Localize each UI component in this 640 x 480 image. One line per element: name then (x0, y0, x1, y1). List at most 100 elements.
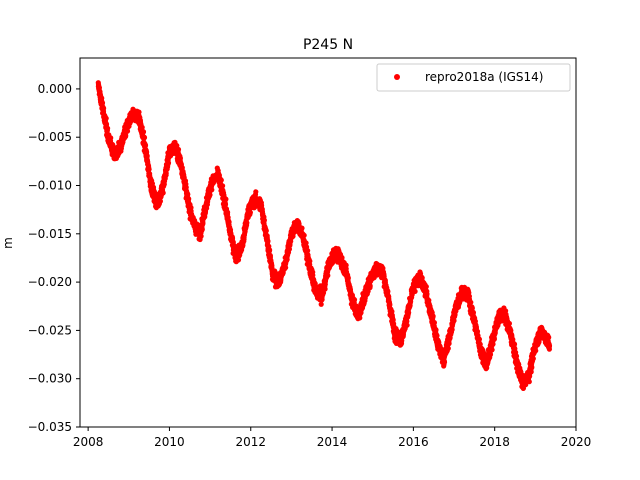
data-point (177, 155, 183, 161)
data-point (305, 248, 311, 254)
y-tick-label: 0.000 (38, 82, 72, 96)
data-point (339, 255, 345, 261)
data-point (225, 209, 231, 215)
chart-title: P245 N (303, 37, 353, 53)
legend: repro2018a (IGS14) (376, 63, 571, 92)
legend-marker (394, 74, 400, 80)
x-tick-label: 2018 (479, 435, 510, 449)
data-point (141, 134, 148, 141)
data-point (419, 275, 425, 281)
data-point (103, 115, 109, 121)
data-point (546, 343, 553, 349)
data-point (99, 100, 106, 106)
data-point (511, 341, 518, 347)
data-point (265, 238, 271, 245)
data-point (136, 109, 142, 115)
y-tick-label: −0.035 (28, 420, 72, 434)
data-point (380, 265, 386, 271)
data-point (267, 247, 273, 253)
data-point (318, 301, 324, 307)
data-point (299, 225, 305, 231)
data-point (283, 265, 289, 271)
data-point (528, 369, 534, 375)
x-tick-label: 2010 (154, 435, 185, 449)
data-point (446, 340, 452, 347)
data-point (506, 320, 512, 327)
data-point (434, 333, 440, 339)
y-tick-label: −0.005 (28, 130, 72, 144)
data-point (445, 345, 451, 351)
data-point (163, 170, 169, 176)
data-point (491, 336, 497, 342)
data-point (319, 296, 325, 303)
x-tick-label: 2008 (73, 435, 104, 449)
data-point (105, 125, 111, 131)
data-point (253, 189, 259, 195)
data-point (261, 217, 267, 223)
data-point (199, 226, 205, 232)
data-point (529, 364, 535, 371)
data-point (144, 153, 150, 159)
data-point (157, 198, 163, 204)
axes: 2008 2010 2012 2014 2016 2018 2020 0.000 −0.005 −… (28, 57, 592, 449)
data-point (322, 286, 328, 292)
x-tick-label: 2012 (235, 435, 266, 449)
data-point (526, 379, 532, 385)
data-point (207, 192, 213, 198)
data-point (307, 258, 313, 264)
data-point (142, 142, 149, 148)
data-point (144, 149, 150, 155)
data-point (186, 196, 192, 202)
data-point (99, 95, 105, 101)
data-point (226, 219, 232, 225)
data-point (175, 146, 182, 153)
data-point (367, 283, 373, 289)
data-point (301, 232, 307, 238)
data-point (124, 128, 131, 134)
data-point (476, 336, 482, 342)
data-point (513, 353, 520, 359)
data-point (325, 272, 331, 279)
data-point (185, 191, 191, 197)
data-point (108, 135, 114, 141)
data-point (468, 299, 474, 305)
data-point (433, 327, 439, 333)
data-point (303, 240, 309, 246)
y-tick-label: −0.010 (28, 179, 72, 193)
legend-box (376, 63, 571, 92)
data-point (487, 351, 494, 358)
data-point (247, 209, 253, 215)
data-point (406, 310, 412, 316)
data-point (469, 305, 475, 311)
data-point (441, 359, 448, 365)
data-point (423, 284, 429, 290)
x-tick-label: 2016 (398, 435, 429, 449)
data-point (222, 201, 229, 208)
data-point (345, 275, 351, 281)
y-tick-label: −0.020 (28, 275, 72, 289)
data-point (284, 257, 290, 263)
data-point (218, 177, 224, 183)
data-point (263, 228, 269, 234)
data-point (123, 132, 129, 138)
data-point (351, 297, 358, 303)
data-point (451, 317, 457, 324)
data-point (223, 196, 229, 202)
data-point (385, 289, 391, 295)
y-axis-label: m (1, 237, 15, 249)
data-point (390, 317, 396, 323)
x-tick-label: 2020 (561, 435, 592, 449)
data-point (530, 356, 536, 362)
data-point (200, 220, 206, 226)
data-point (412, 288, 418, 294)
data-point (470, 310, 476, 316)
data-point (404, 318, 410, 324)
data-point (474, 328, 481, 335)
data-point (209, 187, 215, 193)
data-point (404, 322, 410, 328)
y-tick-label: −0.030 (28, 372, 72, 386)
data-point (198, 233, 204, 239)
x-tick-label: 2014 (317, 435, 348, 449)
data-point (431, 320, 437, 326)
